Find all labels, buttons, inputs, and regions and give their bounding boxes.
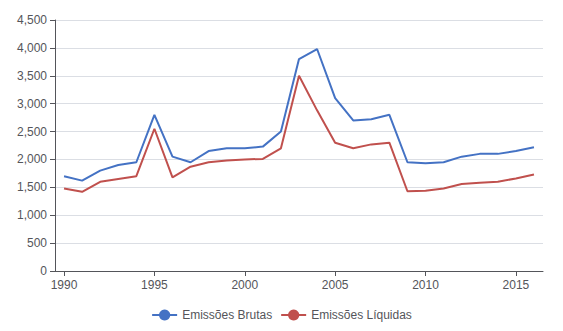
- svg-text:2,500: 2,500: [17, 125, 47, 139]
- svg-text:1,500: 1,500: [17, 180, 47, 194]
- svg-text:Emissões Líquidas: Emissões Líquidas: [311, 308, 412, 322]
- svg-text:500: 500: [27, 236, 47, 250]
- svg-text:0: 0: [40, 264, 47, 278]
- svg-text:1,000: 1,000: [17, 208, 47, 222]
- svg-text:1990: 1990: [51, 278, 78, 292]
- svg-text:Emissões Brutas: Emissões Brutas: [182, 308, 272, 322]
- svg-text:4,500: 4,500: [17, 13, 47, 27]
- svg-text:3,500: 3,500: [17, 69, 47, 83]
- svg-text:2000: 2000: [231, 278, 258, 292]
- svg-text:3,000: 3,000: [17, 97, 47, 111]
- svg-text:2,000: 2,000: [17, 152, 47, 166]
- svg-text:2005: 2005: [322, 278, 349, 292]
- svg-text:4,000: 4,000: [17, 41, 47, 55]
- svg-text:2010: 2010: [412, 278, 439, 292]
- svg-text:2015: 2015: [503, 278, 530, 292]
- svg-text:1995: 1995: [141, 278, 168, 292]
